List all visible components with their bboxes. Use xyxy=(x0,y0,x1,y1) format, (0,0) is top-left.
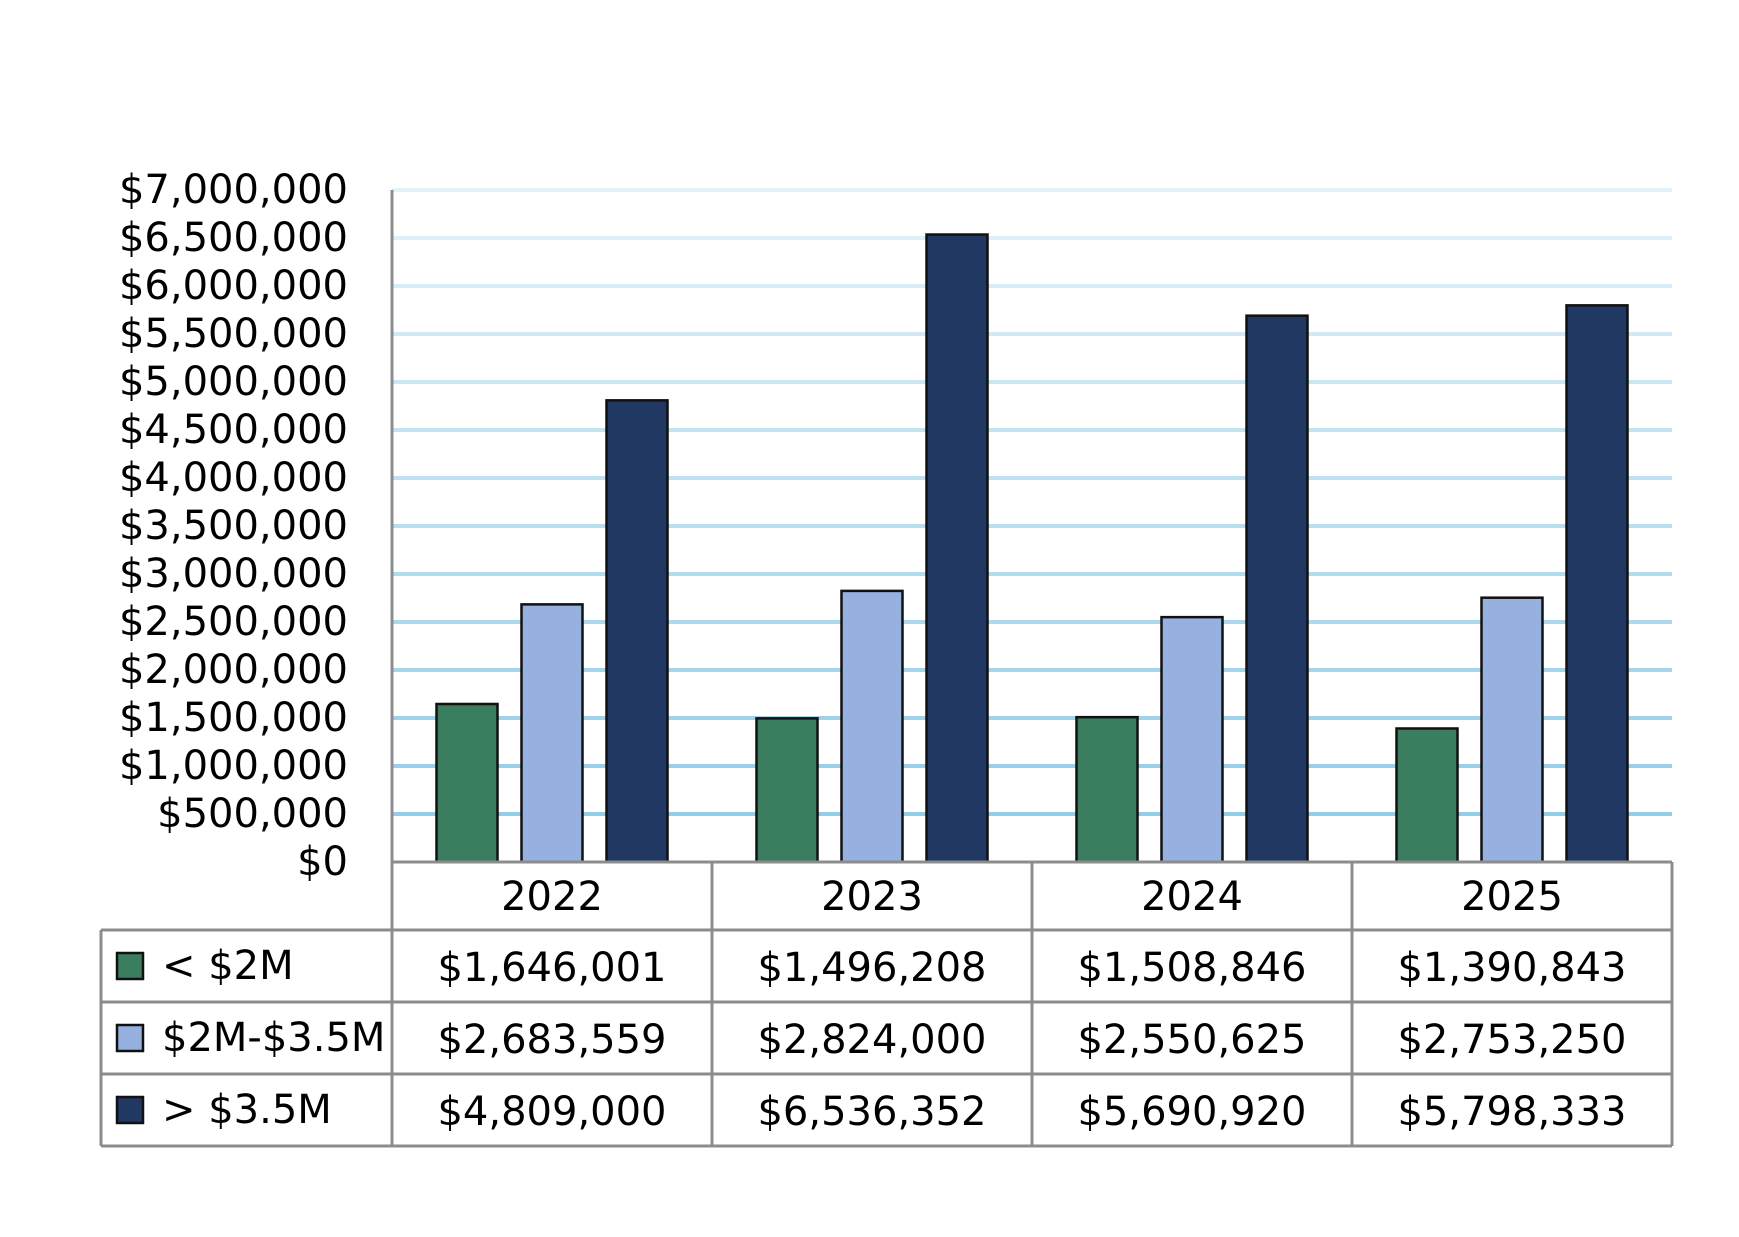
data-table-value: $2,824,000 xyxy=(757,1017,986,1063)
x-category-label: 2023 xyxy=(821,874,923,920)
bar xyxy=(605,399,669,864)
data-table-value: $5,798,333 xyxy=(1397,1089,1626,1135)
data-table: 2022 2023 2024 2025 < $2M $1,646,001 $1,496,20… xyxy=(99,860,1674,1148)
bar xyxy=(1075,715,1139,864)
y-tick-label: $0 xyxy=(297,839,348,885)
y-tick-label: $5,000,000 xyxy=(119,359,348,405)
data-table-value: $5,690,920 xyxy=(1077,1089,1306,1135)
bars xyxy=(435,233,1629,864)
y-tick-label: $2,500,000 xyxy=(119,599,348,645)
legend-swatch xyxy=(115,1023,145,1053)
y-tick-label: $4,000,000 xyxy=(119,455,348,501)
y-tick-label: $3,500,000 xyxy=(119,503,348,549)
bar xyxy=(1160,615,1224,864)
data-table-value: $4,809,000 xyxy=(437,1089,666,1135)
y-tick-label: $4,500,000 xyxy=(119,407,348,453)
legend-label: $2M-$3.5M xyxy=(162,1015,385,1061)
y-tick-label: $7,000,000 xyxy=(119,167,348,213)
data-table-value: $2,753,250 xyxy=(1397,1017,1626,1063)
y-tick-label: $2,000,000 xyxy=(119,647,348,693)
data-table-value: $2,683,559 xyxy=(437,1017,666,1063)
data-table-value: $2,550,625 xyxy=(1077,1017,1306,1063)
bar xyxy=(1565,304,1629,864)
legend-swatch xyxy=(115,951,145,981)
y-tick-label: $500,000 xyxy=(157,791,348,837)
bar xyxy=(1480,596,1544,864)
x-category-label: 2025 xyxy=(1461,874,1563,920)
y-tick-label: $1,000,000 xyxy=(119,743,348,789)
data-table-value: $1,646,001 xyxy=(437,945,666,991)
legend-label: > $3.5M xyxy=(162,1087,332,1133)
bar xyxy=(1395,727,1459,864)
data-table-value: $6,536,352 xyxy=(757,1089,986,1135)
data-table-value: $1,390,843 xyxy=(1397,945,1626,991)
x-category-label: 2022 xyxy=(501,874,603,920)
y-tick-label: $6,500,000 xyxy=(119,215,348,261)
gridlines xyxy=(392,188,1672,816)
data-table-value: $1,508,846 xyxy=(1077,945,1306,991)
bar xyxy=(520,603,584,864)
bar xyxy=(925,233,989,864)
bar xyxy=(755,717,819,864)
data-table-value: $1,496,208 xyxy=(757,945,986,991)
legend-swatch xyxy=(115,1095,145,1125)
x-category-label: 2024 xyxy=(1141,874,1243,920)
y-tick-label: $3,000,000 xyxy=(119,551,348,597)
bar xyxy=(435,702,499,864)
y-axis-tick-labels: $0$500,000$1,000,000$1,500,000$2,000,000… xyxy=(119,167,348,885)
y-tick-label: $1,500,000 xyxy=(119,695,348,741)
bar xyxy=(840,589,904,864)
y-tick-label: $6,000,000 xyxy=(119,263,348,309)
legend-label: < $2M xyxy=(162,943,294,989)
y-tick-label: $5,500,000 xyxy=(119,311,348,357)
bar xyxy=(1245,314,1309,864)
